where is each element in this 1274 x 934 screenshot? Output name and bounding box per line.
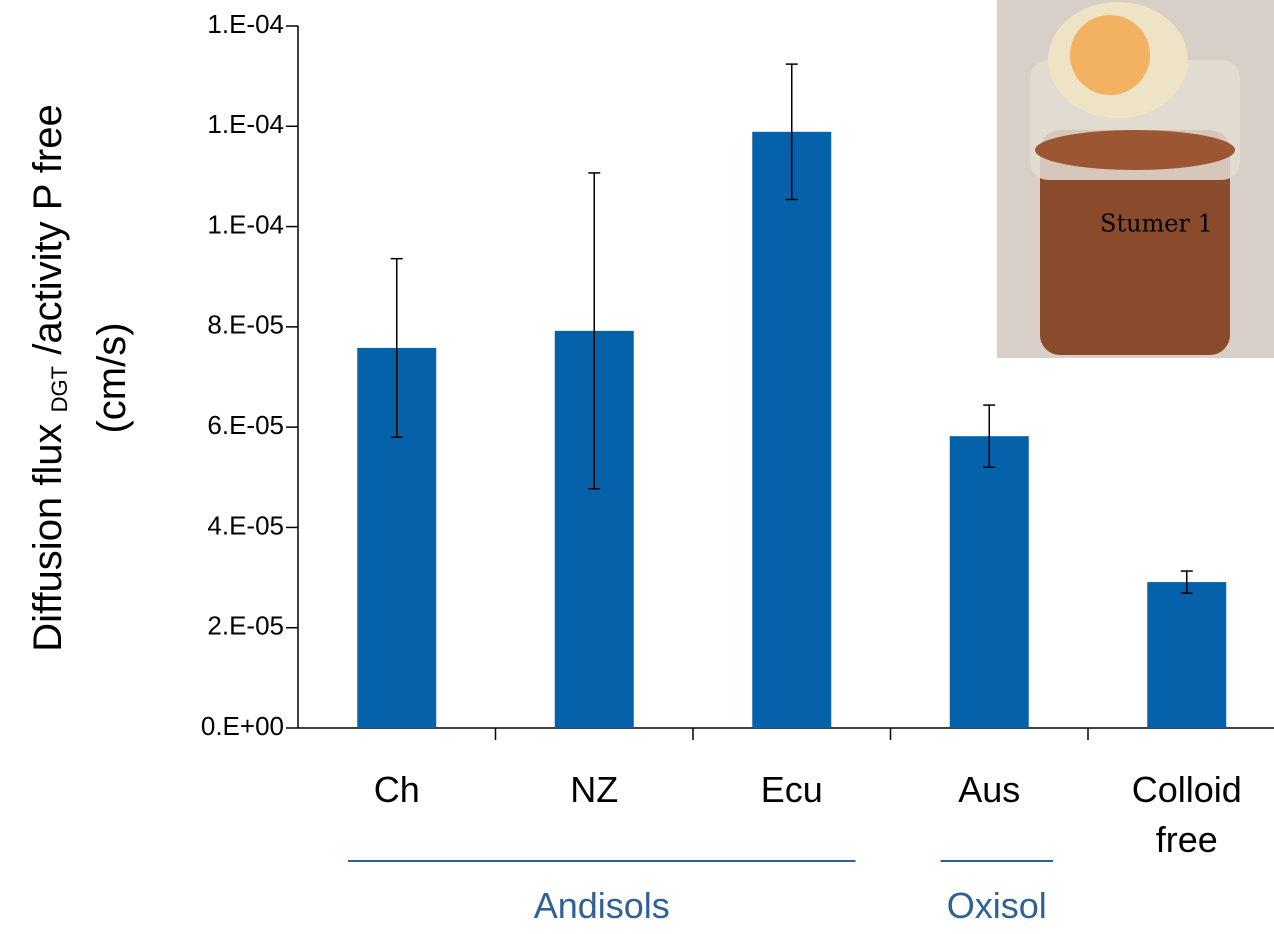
y-tick-label: 1.E-04 [207, 109, 284, 139]
x-tick-label: NZ [509, 765, 679, 815]
y-tick-label: 8.E-05 [207, 310, 284, 340]
bar [950, 436, 1029, 728]
group-label: Andisols [482, 885, 722, 927]
x-tick-label: Ecu [707, 765, 877, 815]
page: Stumer 1 0.E+00 2.E-05 4.E-05 6.E-05 8.E-05 1… [0, 0, 1274, 934]
y-label-subscript: DGT [47, 366, 72, 412]
y-label-units: (cm/s) [90, 322, 134, 433]
bar [752, 132, 831, 728]
y-label-prefix: Diffusion flux [26, 423, 70, 651]
y-tick-label: 4.E-05 [207, 510, 284, 540]
y-axis-label: Diffusion flux DGT /activity P free (cm/s… [22, 0, 138, 758]
photo-inset: Stumer 1 [997, 0, 1274, 358]
x-tick-label: Colloid free [1102, 765, 1272, 865]
y-tick-label: 1.E-04 [207, 9, 284, 39]
y-label-suffix: /activity P free [26, 104, 70, 366]
svg-text:Stumer 1: Stumer 1 [1100, 210, 1213, 238]
y-tick-label: 6.E-05 [207, 410, 284, 440]
group-label: Oxisol [877, 885, 1117, 927]
x-tick-label: Aus [904, 765, 1074, 815]
x-tick-label: Ch [312, 765, 482, 815]
y-tick-label: 2.E-05 [207, 611, 284, 641]
y-tick-label: 1.E-04 [207, 209, 284, 239]
bar [1147, 582, 1226, 728]
y-tick-label: 0.E+00 [201, 711, 284, 741]
